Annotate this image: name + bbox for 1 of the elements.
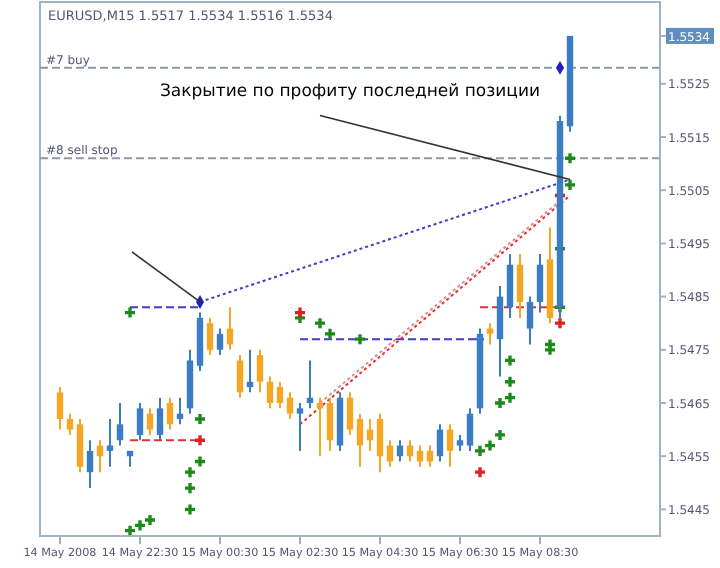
- annotation: Закрытие по профиту последней позиции: [159, 81, 541, 102]
